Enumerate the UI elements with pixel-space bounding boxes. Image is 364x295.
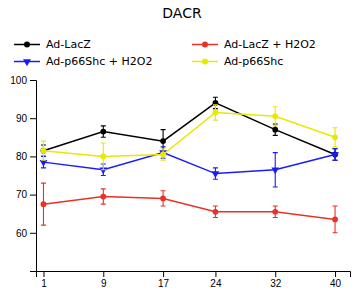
point <box>41 201 47 207</box>
legend-marker <box>202 59 208 65</box>
y-tick: 80 <box>16 151 36 162</box>
legend-item: Ad-p66Shc + H2O2 <box>14 55 152 68</box>
error-bar <box>41 183 46 225</box>
x-tick-mark <box>43 271 44 277</box>
y-tick-mark <box>30 80 36 81</box>
legend-item: Ad-p66Shc <box>192 55 283 68</box>
x-tick: 1 <box>41 271 47 289</box>
error-bar <box>101 143 106 170</box>
x-tick: 32 <box>270 271 282 289</box>
point <box>100 129 106 135</box>
error-bar <box>213 105 218 120</box>
point <box>160 138 166 144</box>
point <box>213 110 219 116</box>
x-tick-label: 32 <box>270 278 282 289</box>
y-tick: 100 <box>10 75 36 86</box>
error-bar <box>333 206 338 233</box>
x-tick-mark <box>275 271 276 277</box>
legend-marker <box>23 59 31 66</box>
error-bar <box>161 191 166 206</box>
y-tick: 60 <box>16 228 36 239</box>
x-tick-label: 17 <box>158 278 170 289</box>
error-bar <box>101 126 106 137</box>
y-tick-mark <box>30 118 36 119</box>
x-tick-label: 24 <box>210 278 222 289</box>
legend-label: Ad-p66Shc <box>224 55 283 68</box>
x-axis: 1 9 17 24 32 40 <box>37 271 351 289</box>
series-line <box>43 153 335 174</box>
y-tick-label: 100 <box>10 75 27 86</box>
error-bar <box>213 206 218 217</box>
y-tick-mark <box>30 156 36 157</box>
series-line <box>43 197 335 220</box>
legend-item: Ad-LacZ <box>14 38 91 51</box>
legend-label: Ad-LacZ <box>46 38 91 51</box>
x-axis-line <box>37 272 351 278</box>
legend: Ad-LacZ Ad-LacZ + H2O2 Ad-p66Shc + H2O2 Ad-… <box>14 38 316 68</box>
point <box>332 217 338 223</box>
x-tick: 17 <box>158 271 170 289</box>
x-tick-mark <box>335 271 336 277</box>
point <box>331 152 339 159</box>
y-tick: 70 <box>16 189 36 200</box>
x-tick: 40 <box>330 271 342 289</box>
plot-area: 1 9 17 24 32 40 60 70 80 90 100 <box>10 75 350 289</box>
point <box>272 113 278 119</box>
error-bar <box>161 149 166 160</box>
series-group <box>40 97 339 233</box>
y-tick: 90 <box>16 113 36 124</box>
x-tick-mark <box>215 271 216 277</box>
point <box>40 160 48 167</box>
x-tick-mark <box>163 271 164 277</box>
point <box>213 209 219 215</box>
point <box>160 196 166 202</box>
y-tick-label: 60 <box>16 228 28 239</box>
series-line <box>43 112 335 156</box>
x-tick-label: 40 <box>330 278 342 289</box>
legend-marker <box>24 42 30 48</box>
error-bar <box>333 128 338 147</box>
point <box>272 209 278 215</box>
error-bar <box>273 107 278 126</box>
point <box>100 154 106 160</box>
point <box>100 194 106 200</box>
y-tick-mark <box>30 233 36 234</box>
point <box>160 152 166 158</box>
y-tick-label: 90 <box>16 113 28 124</box>
point <box>212 171 220 178</box>
x-tick: 9 <box>101 271 107 289</box>
legend-label: Ad-LacZ + H2O2 <box>224 38 316 51</box>
point <box>271 168 279 175</box>
legend-item: Ad-LacZ + H2O2 <box>192 38 316 51</box>
x-tick: 24 <box>210 271 222 289</box>
x-tick-label: 1 <box>41 278 47 289</box>
point <box>41 148 47 154</box>
legend-label: Ad-p66Shc + H2O2 <box>46 55 152 68</box>
x-tick-mark <box>103 271 104 277</box>
x-tick-label: 9 <box>101 278 107 289</box>
error-bar <box>101 189 106 204</box>
series <box>41 183 338 233</box>
legend-marker <box>202 42 208 48</box>
series <box>40 147 339 187</box>
title: DACR <box>162 5 202 21</box>
error-bar <box>41 141 46 160</box>
y-axis: 60 70 80 90 100 <box>10 75 36 272</box>
point <box>41 148 47 154</box>
y-tick-label: 70 <box>16 189 28 200</box>
y-axis-line <box>30 81 37 272</box>
point <box>272 127 278 133</box>
series <box>41 97 338 160</box>
series <box>41 105 338 170</box>
y-tick-label: 80 <box>16 151 28 162</box>
chart: DACR Ad-LacZ Ad-LacZ + H2O2 Ad-p66Shc + H2O… <box>0 0 364 295</box>
error-bar <box>273 206 278 217</box>
series-line <box>43 103 335 155</box>
y-tick-mark <box>30 195 36 196</box>
point <box>332 134 338 140</box>
